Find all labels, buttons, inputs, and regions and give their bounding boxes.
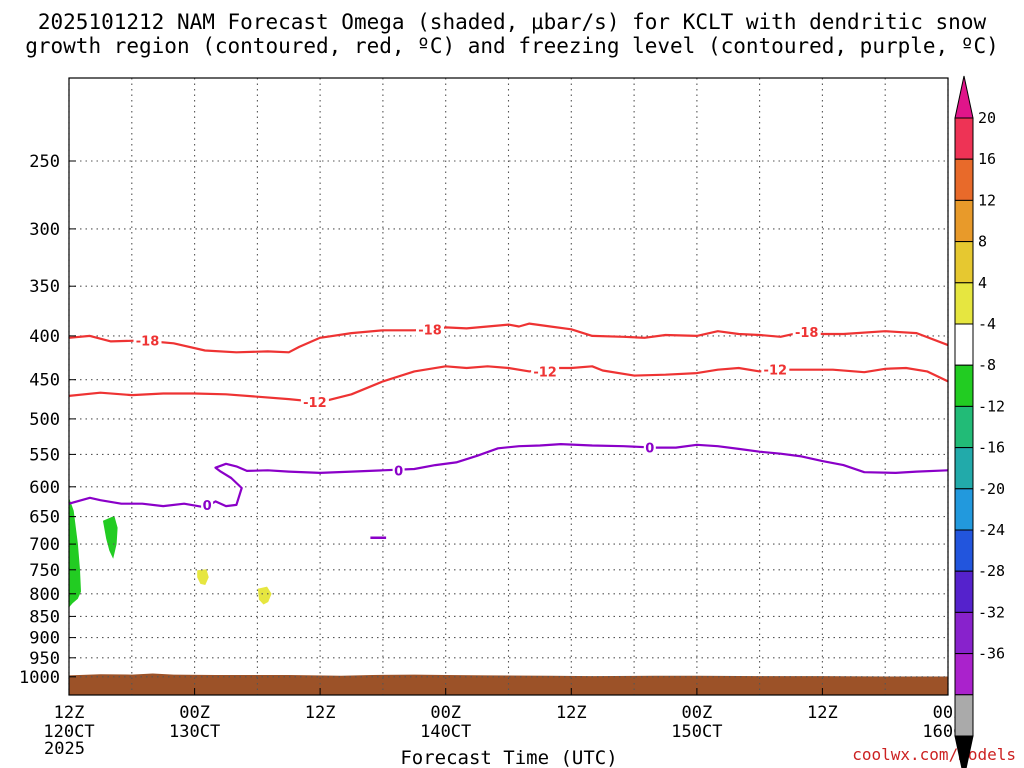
contour-label-zero-1: 0 [394, 464, 403, 479]
colorbar-segment-10 [954, 529, 974, 572]
credit-text: coolwx.com/models [852, 745, 1016, 764]
contour-label-zero-2: 0 [645, 442, 654, 457]
y-tick-label-950: 950 [29, 649, 60, 669]
omega-shaded-region-2 [102, 515, 118, 559]
colorbar-label-6: -8 [978, 356, 996, 374]
y-tick-label-700: 700 [29, 535, 60, 555]
colorbar-segment-8 [954, 447, 974, 490]
y-tick-label-300: 300 [29, 220, 60, 240]
contour-label-minus18-1: -18 [418, 323, 442, 338]
y-tick-label-250: 250 [29, 152, 60, 172]
colorbar-top-arrow [954, 75, 974, 119]
colorbar-segment-0 [954, 117, 974, 160]
y-tick-label-350: 350 [29, 277, 60, 297]
colorbar-segment-6 [954, 364, 974, 407]
colorbar-bottom-arrow [954, 735, 974, 768]
x-tick-label-4: 12Z [556, 703, 587, 723]
contour-label-bg-minus12-1 [531, 363, 560, 380]
contour-label-bg-minus12-0 [300, 394, 329, 411]
colorbar-segment-2 [954, 199, 974, 243]
contour-label-bg-zero-1 [392, 462, 405, 479]
x-tick-label-6: 12Z [807, 703, 838, 723]
y-tick-label-400: 400 [29, 327, 60, 347]
y-tick-label-650: 650 [29, 508, 60, 528]
colorbar-label-2: 12 [978, 191, 996, 209]
colorbar-segment-11 [954, 570, 974, 613]
colorbar-label-10: -24 [978, 521, 1005, 539]
y-tick-label-850: 850 [29, 607, 60, 627]
contour-label-minus12-2: -12 [764, 364, 788, 379]
contour-line-minus18 [69, 322, 948, 354]
y-tick-label-800: 800 [29, 585, 60, 605]
contour-label-bg-zero-0 [201, 496, 214, 513]
year-label: 2025 [44, 739, 85, 759]
colorbar-segment-14 [954, 694, 974, 737]
colorbar-label-4: 4 [978, 274, 987, 292]
colorbar-segment-7 [954, 405, 974, 449]
colorbar-label-3: 8 [978, 233, 987, 251]
colorbar-label-11: -28 [978, 562, 1005, 580]
x-tick-label-3: 00Z [430, 703, 461, 723]
contour-label-bg-minus12-2 [761, 361, 790, 378]
colorbar-label-9: -20 [978, 480, 1005, 498]
contour-label-bg-minus18-1 [416, 321, 444, 338]
colorbar-label-13: -36 [978, 645, 1005, 663]
y-tick-label-750: 750 [29, 561, 60, 581]
colorbar-label-5: -4 [978, 315, 996, 333]
x-tick-label-1: 00Z [179, 703, 210, 723]
y-tick-label-500: 500 [29, 410, 60, 430]
y-tick-label-1000: 1000 [19, 668, 60, 688]
omega-shaded-region-3 [197, 569, 209, 585]
x-axis-label: Forecast Time (UTC) [400, 747, 617, 768]
contour-label-minus12-1: -12 [533, 365, 557, 380]
contour-label-zero-0: 0 [203, 499, 212, 514]
contour-label-minus18-2: -18 [795, 326, 819, 341]
colorbar-segment-4 [954, 282, 974, 325]
contour-label-bg-minus18-2 [792, 324, 821, 341]
y-tick-label-600: 600 [29, 478, 60, 498]
chart-title-line-1: 2025101212 NAM Forecast Omega (shaded, µ… [38, 10, 987, 34]
colorbar-label-8: -16 [978, 439, 1005, 457]
colorbar-label-1: 16 [978, 150, 996, 168]
colorbar-segment-1 [954, 158, 974, 201]
x-tick-date-5: 150CT [671, 722, 722, 742]
x-tick-label-2: 12Z [305, 703, 336, 723]
colorbar-segment-12 [954, 611, 974, 655]
colorbar-label-7: -12 [978, 397, 1005, 415]
colorbar-segment-5 [954, 323, 974, 366]
chart-title-line-2: growth region (contoured, red, ºC) and f… [25, 34, 999, 58]
omega-shaded-region-4 [257, 586, 272, 605]
contour-label-minus18-0: -18 [136, 335, 160, 350]
x-tick-label-5: 00Z [682, 703, 713, 723]
colorbar-segment-13 [954, 653, 974, 696]
colorbar-segment-3 [954, 241, 974, 284]
omega-shaded-region-1 [69, 498, 82, 608]
plot-frame [68, 77, 949, 696]
y-tick-label-550: 550 [29, 445, 60, 465]
colorbar-label-12: -32 [978, 603, 1005, 621]
y-tick-label-450: 450 [29, 371, 60, 391]
x-tick-label-0: 12Z [54, 703, 85, 723]
x-tick-date-1: 130CT [169, 722, 220, 742]
colorbar-segment-9 [954, 488, 974, 531]
x-tick-date-0: 120CT [43, 722, 94, 742]
contour-label-bg-zero-2 [643, 439, 656, 456]
y-tick-label-900: 900 [29, 629, 60, 649]
contour-label-bg-minus18-0 [133, 332, 162, 349]
contour-label-minus12-0: -12 [303, 396, 327, 411]
colorbar-label-0: 20 [978, 109, 996, 127]
x-tick-date-3: 140CT [420, 722, 471, 742]
